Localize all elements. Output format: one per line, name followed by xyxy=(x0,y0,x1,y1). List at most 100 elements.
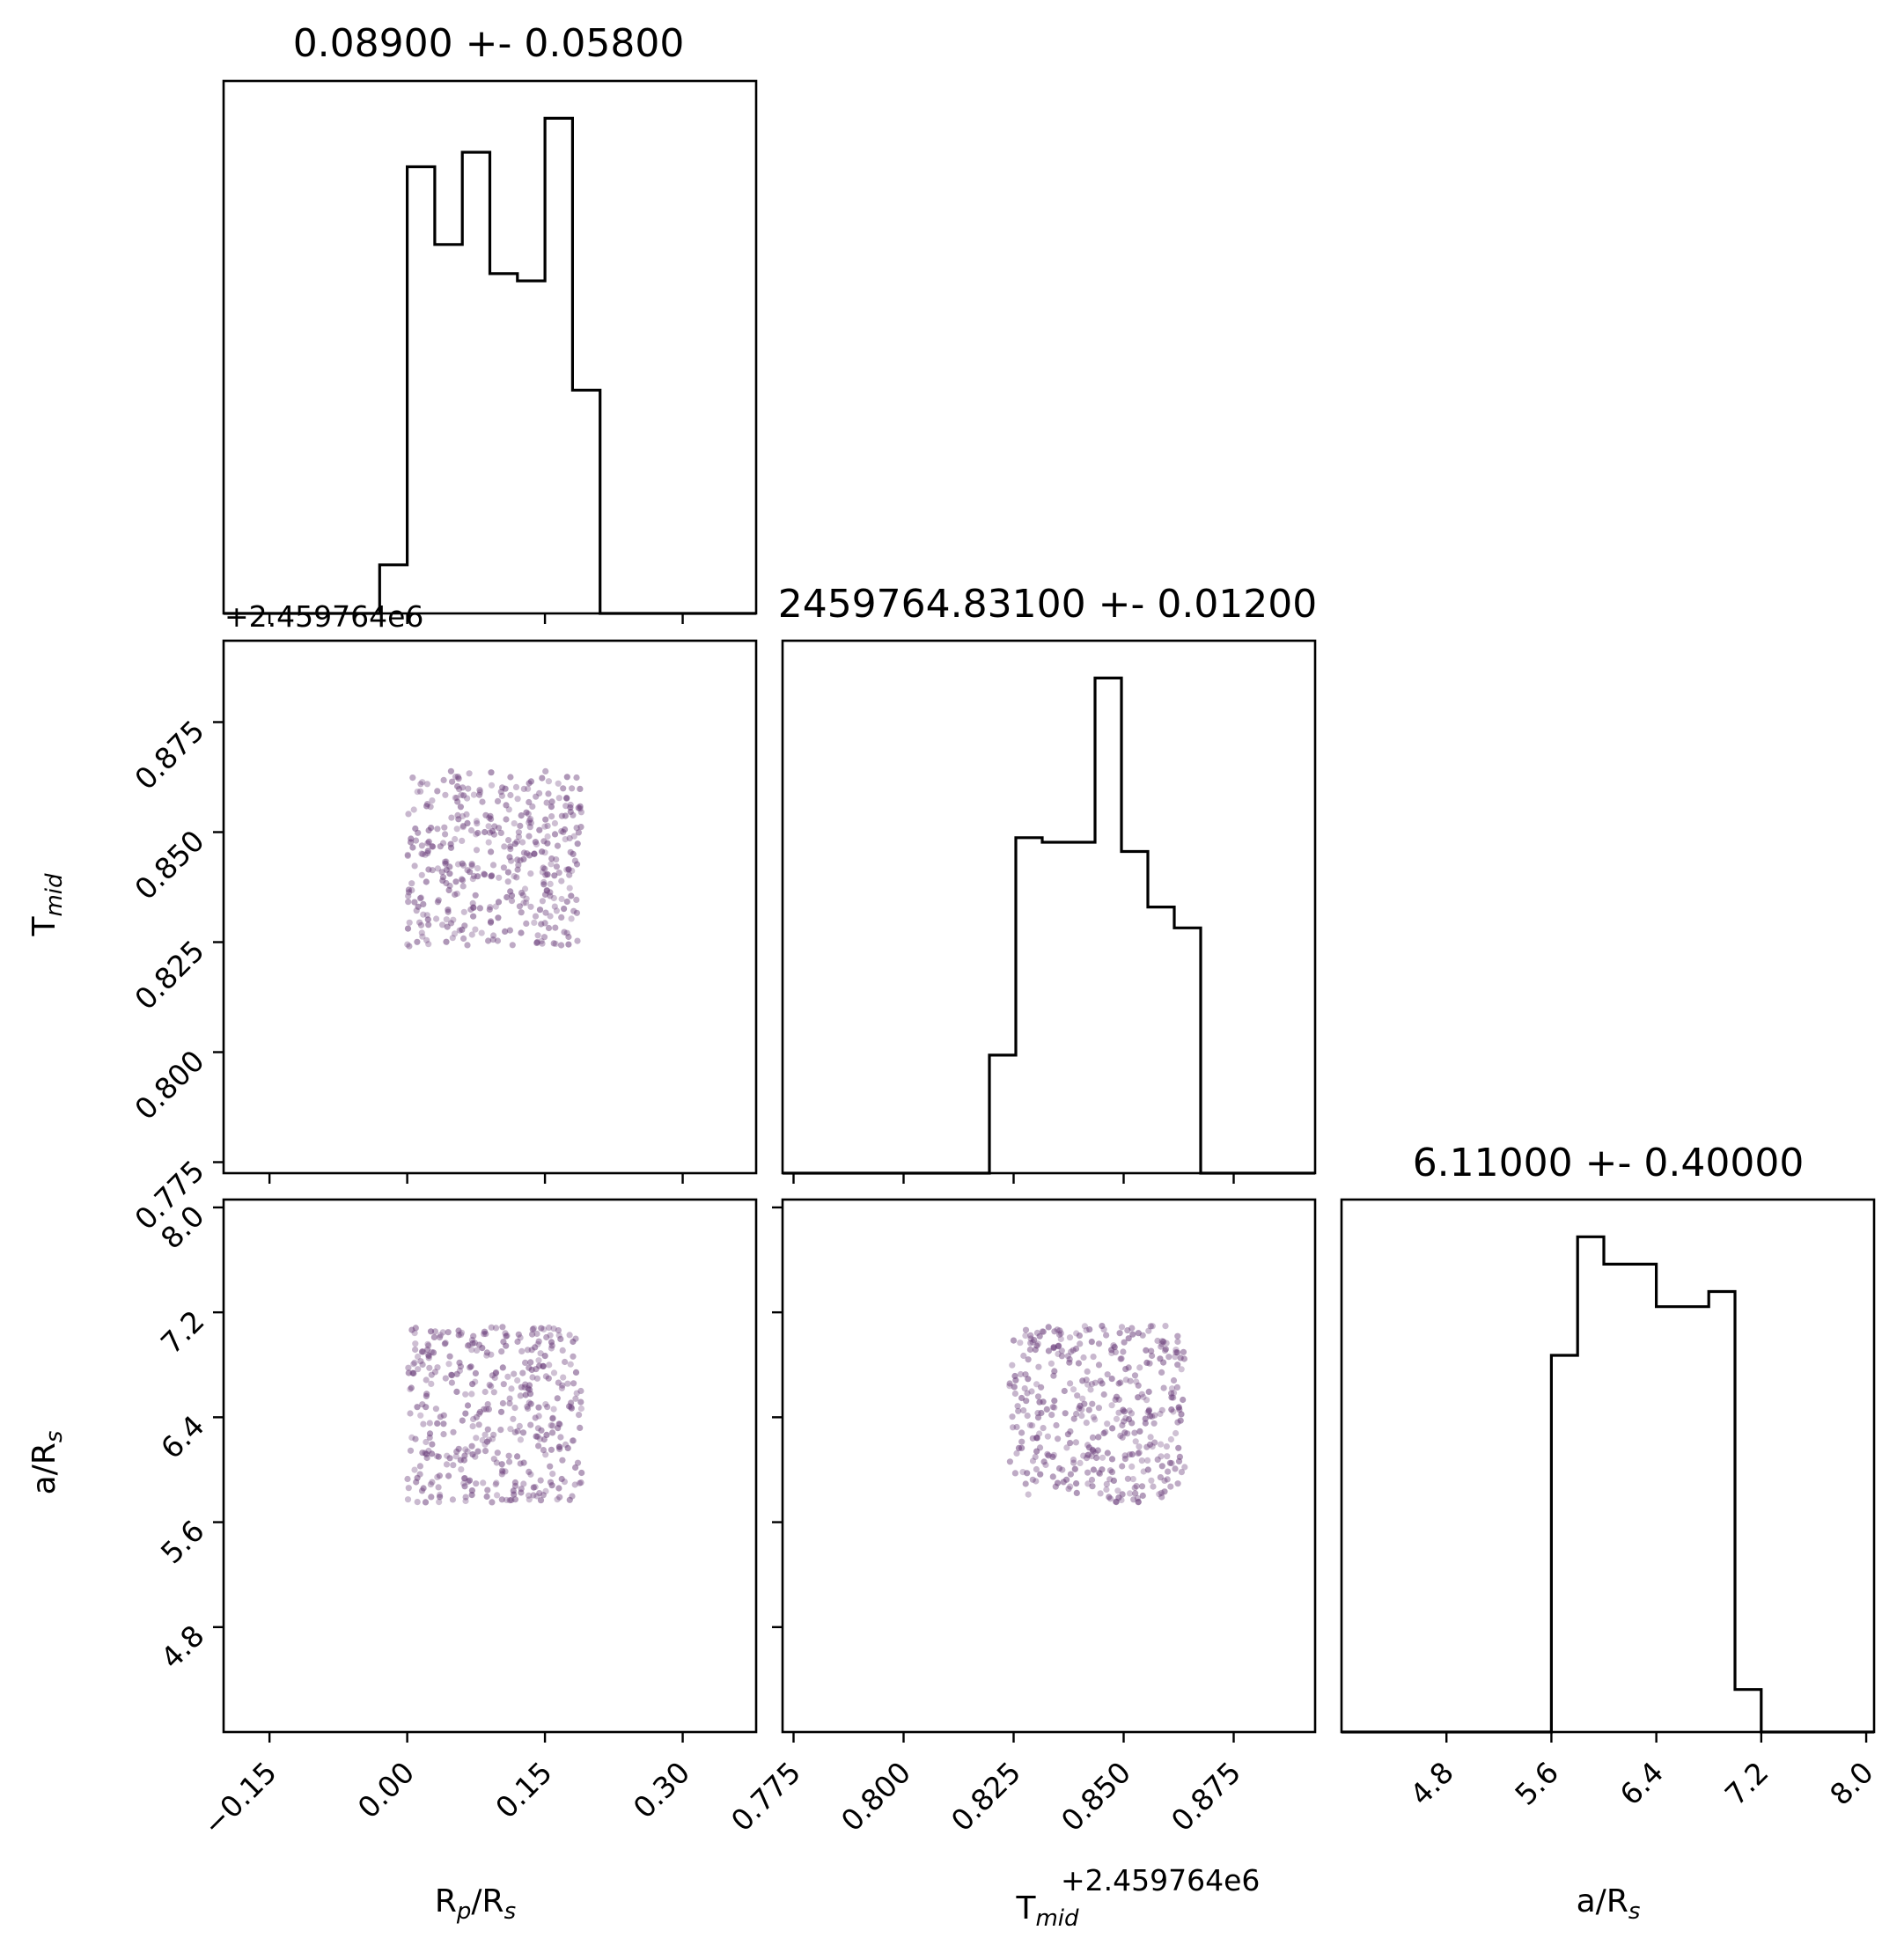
x-tick-label: 0.15 xyxy=(489,1755,559,1825)
scatter-point xyxy=(481,871,489,878)
scatter-point xyxy=(1136,1450,1143,1457)
scatter-point xyxy=(1072,1345,1080,1353)
scatter-point xyxy=(537,1477,544,1484)
scatter-point xyxy=(540,1436,548,1443)
scatter-point xyxy=(1128,1410,1136,1417)
scatter-point xyxy=(560,828,567,836)
scatter-point xyxy=(1009,1413,1016,1420)
scatter-point xyxy=(508,892,516,899)
scatter-point xyxy=(1083,1376,1090,1384)
scatter-point xyxy=(470,791,478,798)
scatter-point xyxy=(496,874,503,881)
scatter-point xyxy=(1167,1435,1174,1443)
scatter-point xyxy=(1074,1392,1081,1399)
scatter-point xyxy=(489,936,496,943)
scatter-point xyxy=(468,1391,475,1398)
scatter-point xyxy=(1145,1327,1152,1334)
scatter-point xyxy=(1121,1339,1128,1346)
scatter-point xyxy=(453,890,460,898)
scatter-point xyxy=(1075,1360,1082,1367)
scatter-point xyxy=(1076,1332,1083,1339)
scatter-point xyxy=(475,1421,482,1428)
scatter-point xyxy=(452,878,459,885)
scatter-point xyxy=(553,856,560,863)
scatter-point xyxy=(1095,1405,1102,1412)
scatter-point xyxy=(443,916,450,923)
scatter-point xyxy=(502,785,509,792)
scatter-point xyxy=(405,1485,412,1492)
scatter-point xyxy=(423,1454,430,1462)
scatter-point xyxy=(420,900,427,907)
scatter-point xyxy=(542,767,549,775)
scatter-point xyxy=(473,818,481,825)
scatter-point xyxy=(442,791,449,798)
scatter-point xyxy=(1084,1381,1092,1388)
scatter-point xyxy=(1135,1450,1142,1457)
scatter-point xyxy=(472,926,479,933)
scatter-point xyxy=(470,1332,477,1339)
scatter-point xyxy=(566,1496,573,1503)
scatter-point xyxy=(405,811,412,818)
scatter-point xyxy=(572,1369,580,1376)
y-tick-label: 6.4 xyxy=(154,1408,211,1465)
scatter-point xyxy=(1089,1483,1096,1490)
scatter-point xyxy=(488,918,495,925)
scatter-point xyxy=(419,933,426,940)
scatter-point xyxy=(1085,1406,1092,1413)
scatter-point xyxy=(1176,1453,1183,1460)
scatter-point xyxy=(424,848,431,855)
scatter-point xyxy=(565,866,572,873)
scatter-point xyxy=(473,1435,480,1442)
scatter-point xyxy=(479,1345,486,1352)
scatter-point xyxy=(409,844,416,851)
scatter-point xyxy=(510,1415,517,1422)
scatter-point xyxy=(498,1348,505,1355)
scatter-point xyxy=(469,1423,476,1430)
scatter-point xyxy=(540,864,547,871)
scatter-point xyxy=(444,923,451,930)
scatter-point xyxy=(1064,1353,1071,1360)
y-tick-label: 4.8 xyxy=(154,1618,211,1676)
scatter-point xyxy=(573,896,580,903)
scatter-point xyxy=(1063,1444,1070,1451)
scatter-point xyxy=(1014,1403,1021,1410)
scatter-point xyxy=(419,1450,426,1457)
scatter-point xyxy=(414,938,421,945)
scatter-point xyxy=(509,942,516,949)
scatter-point xyxy=(506,1458,513,1465)
scatter-point xyxy=(446,870,453,877)
scatter-point xyxy=(1174,1419,1181,1426)
scatter-point xyxy=(570,907,577,914)
scatter-point xyxy=(567,1361,574,1368)
scatter-point xyxy=(540,1492,547,1499)
scatter-point xyxy=(414,1474,421,1481)
scatter-point xyxy=(447,767,454,774)
scatter-point xyxy=(1033,1342,1040,1349)
scatter-point xyxy=(550,894,557,902)
scatter-point xyxy=(574,840,581,848)
scatter-point xyxy=(1066,1355,1073,1363)
scatter-point xyxy=(1175,1404,1182,1411)
scatter-point xyxy=(1104,1450,1111,1457)
scatter-point xyxy=(1118,1324,1126,1331)
scatter-point xyxy=(1160,1338,1167,1346)
scatter-point xyxy=(1144,1466,1151,1473)
title-rp-rs: 0.08900 +- 0.05800 xyxy=(293,21,685,66)
scatter-point xyxy=(469,899,476,906)
scatter-point xyxy=(1174,1480,1181,1487)
scatter-point xyxy=(433,915,440,922)
scatter-point xyxy=(1128,1463,1136,1470)
scatter-point xyxy=(571,857,579,864)
scatter-point xyxy=(559,1382,566,1389)
scatter-point xyxy=(482,811,489,818)
scatter-point xyxy=(1136,1428,1143,1435)
scatter-point xyxy=(551,872,558,879)
scatter-point xyxy=(488,873,495,880)
scatter-point xyxy=(561,906,568,913)
scatter-point xyxy=(484,1401,491,1408)
scatter-point xyxy=(1120,1406,1127,1413)
scatter-point xyxy=(1083,1326,1090,1334)
scatter-point xyxy=(1062,1410,1069,1417)
scatter-point xyxy=(544,871,551,878)
scatter-point xyxy=(493,1479,500,1486)
